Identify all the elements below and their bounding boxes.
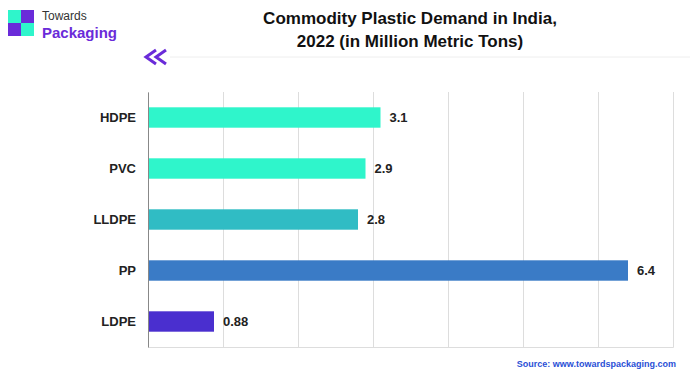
- y-axis: HDPE PVC LLDPE PP LDPE: [93, 93, 148, 348]
- logo-icon: [21, 23, 34, 36]
- tick: PP: [119, 263, 137, 278]
- bar: [148, 311, 214, 331]
- tick: [673, 92, 674, 347]
- axis-line: [148, 93, 149, 348]
- logo-icon: [21, 10, 34, 23]
- grid-line: [523, 92, 524, 347]
- tick-label: LDPE: [101, 314, 136, 329]
- decoration: [170, 57, 690, 58]
- tick-label: PP: [119, 263, 137, 278]
- tick: LDPE: [101, 314, 136, 329]
- tick: LLDPE: [93, 212, 136, 227]
- grid-line: [598, 92, 599, 347]
- logo-text: Towards: [42, 9, 87, 23]
- tick-label: HDPE: [100, 110, 136, 125]
- grid-line: [148, 92, 149, 347]
- tick: [148, 92, 149, 347]
- source: Source: www.towardspackaging.com: [517, 359, 676, 369]
- axis-line: [149, 92, 674, 348]
- tick: [448, 92, 449, 347]
- tick: HDPE: [100, 110, 136, 125]
- decoration: [146, 50, 166, 64]
- tick-label: LLDPE: [93, 212, 136, 227]
- data-label: 3.1: [390, 110, 408, 125]
- logo-icon: [8, 10, 21, 23]
- bar: [148, 158, 366, 178]
- data-labels: 3.1 2.9 2.8 6.4 0.88: [223, 110, 656, 329]
- title: Commodity Plastic Demand in India,2022 (…: [263, 9, 557, 51]
- tick-label: PVC: [109, 161, 136, 176]
- tick: [523, 92, 524, 347]
- data-label: 2.8: [367, 212, 385, 227]
- bars: [148, 107, 628, 331]
- logo-text: Packaging: [42, 24, 117, 41]
- tick: PVC: [109, 161, 136, 176]
- data-label: 6.4: [637, 263, 656, 278]
- bar: [148, 107, 381, 127]
- logo-icon: [8, 23, 21, 36]
- grid-line: [673, 92, 674, 347]
- logo: TowardsPackaging: [8, 9, 117, 41]
- x-axis: [149, 92, 674, 348]
- data-label: 2.9: [375, 161, 393, 176]
- chart: TowardsPackaging Commodity Plastic Demand…: [0, 0, 700, 376]
- tick: [598, 92, 599, 347]
- bar: [148, 209, 358, 229]
- bar: [148, 260, 628, 280]
- data-label: 0.88: [223, 314, 248, 329]
- grid-line: [448, 92, 449, 347]
